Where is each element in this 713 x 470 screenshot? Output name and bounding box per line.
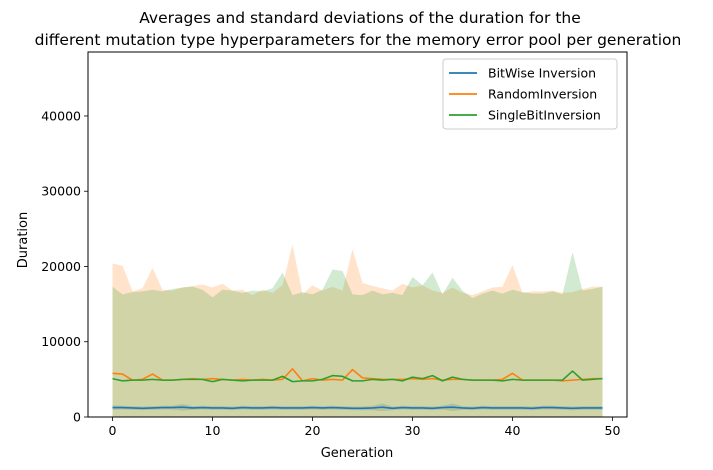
single-bit-inversion-std-band (112, 252, 603, 417)
mean-lines (112, 368, 603, 410)
bitwise-inversion-mean-line (112, 406, 603, 410)
legend-label-bitwise-inversion: BitWise Inversion (488, 66, 596, 81)
y-axis-ticks: 0 10000 20000 30000 40000 (41, 108, 88, 425)
random-inversion-std-band (112, 244, 603, 417)
chart-title-line-2: different mutation type hyperparameters … (35, 31, 682, 49)
y-tick-label: 20000 (41, 259, 81, 274)
y-tick-label: 40000 (41, 108, 81, 123)
legend: BitWise Inversion RandomInversion SingleBi… (442, 58, 618, 130)
x-tick-label: 30 (405, 423, 421, 438)
legend-label-single-bit-inversion: SingleBitInversion (488, 108, 601, 123)
x-tick-label: 40 (505, 423, 521, 438)
x-tick-label: 10 (205, 423, 221, 438)
x-axis-label: Generation (321, 446, 394, 461)
x-axis-ticks: 0 10 20 30 40 50 (109, 417, 621, 438)
y-tick-label: 0 (73, 410, 81, 425)
legend-box (442, 58, 618, 130)
x-tick-label: 20 (305, 423, 321, 438)
single-bit-inversion-mean-line (112, 370, 603, 383)
x-tick-label: 50 (605, 423, 621, 438)
std-bands (112, 244, 603, 417)
y-axis-label: Duration (16, 212, 31, 268)
y-tick-label: 30000 (41, 184, 81, 199)
legend-label-random-inversion: RandomInversion (488, 87, 597, 102)
plot-frame (87, 51, 628, 418)
y-tick-label: 10000 (41, 334, 81, 349)
bitwise-inversion-std-band (112, 403, 603, 411)
x-tick-label: 0 (109, 423, 117, 438)
chart-title-line-1: Averages and standard deviations of the … (139, 9, 581, 27)
